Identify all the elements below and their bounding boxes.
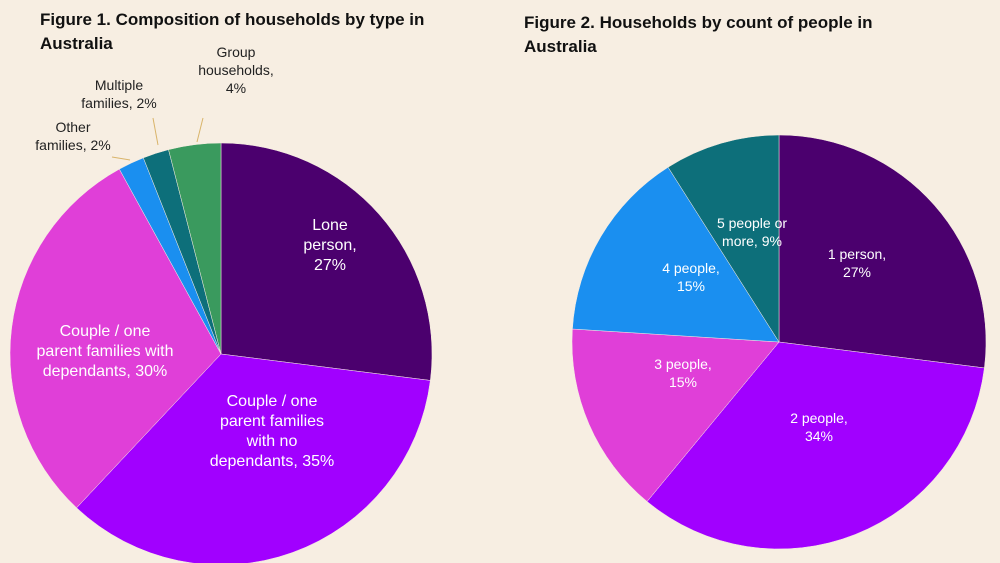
fig2-slice-1-person-27 [778,134,987,369]
fig1-slice-label: Couple / one parent families with no depend… [210,393,335,470]
fig2-slice-label: 4 people, 15% [662,260,720,294]
fig1-slice-lone-person-27 [220,142,433,381]
fig1-slice-label: Couple / one parent families with dependan… [37,323,174,380]
fig1-slice-group-households-4 [168,142,222,355]
fig1-leader-line [196,117,204,143]
fig1-slice-label: Other families, 2% [35,119,110,153]
fig2-slice-label: 2 people, 34% [790,410,848,444]
figure-1-pie-chart: Lone person, 27% Couple / one parent familie… [9,44,433,563]
fig2-slice-4-people-15 [572,166,780,343]
fig2-slice-5-people-or-more-9 [667,134,780,343]
figure-1-title: Figure 1. Composition of households by t… [40,10,425,53]
fig2-slice-label: 1 person, 27% [828,246,886,280]
fig1-leader-line [111,156,131,161]
fig2-slice-label: 3 people, 15% [654,356,712,390]
fig2-slice-2-people-34 [646,341,985,550]
fig1-slice-label: Group households, 4% [198,44,274,96]
fig1-slice-couple-one-parent-families-with-no-dependants-35 [76,353,431,563]
fig2-slice-label: 5 people or more, 9% [717,215,787,249]
fig1-slice-label: Multiple families, 2% [81,77,156,111]
fig1-leader-line [152,117,159,146]
fig2-slice-3-people-15 [571,328,780,502]
figure-2-title: Figure 2. Households by count of people … [524,13,873,56]
fig1-slice-couple-one-parent-families-with-dependants-30 [9,168,222,509]
fig1-slice-label: Lone person, 27% [303,217,356,274]
